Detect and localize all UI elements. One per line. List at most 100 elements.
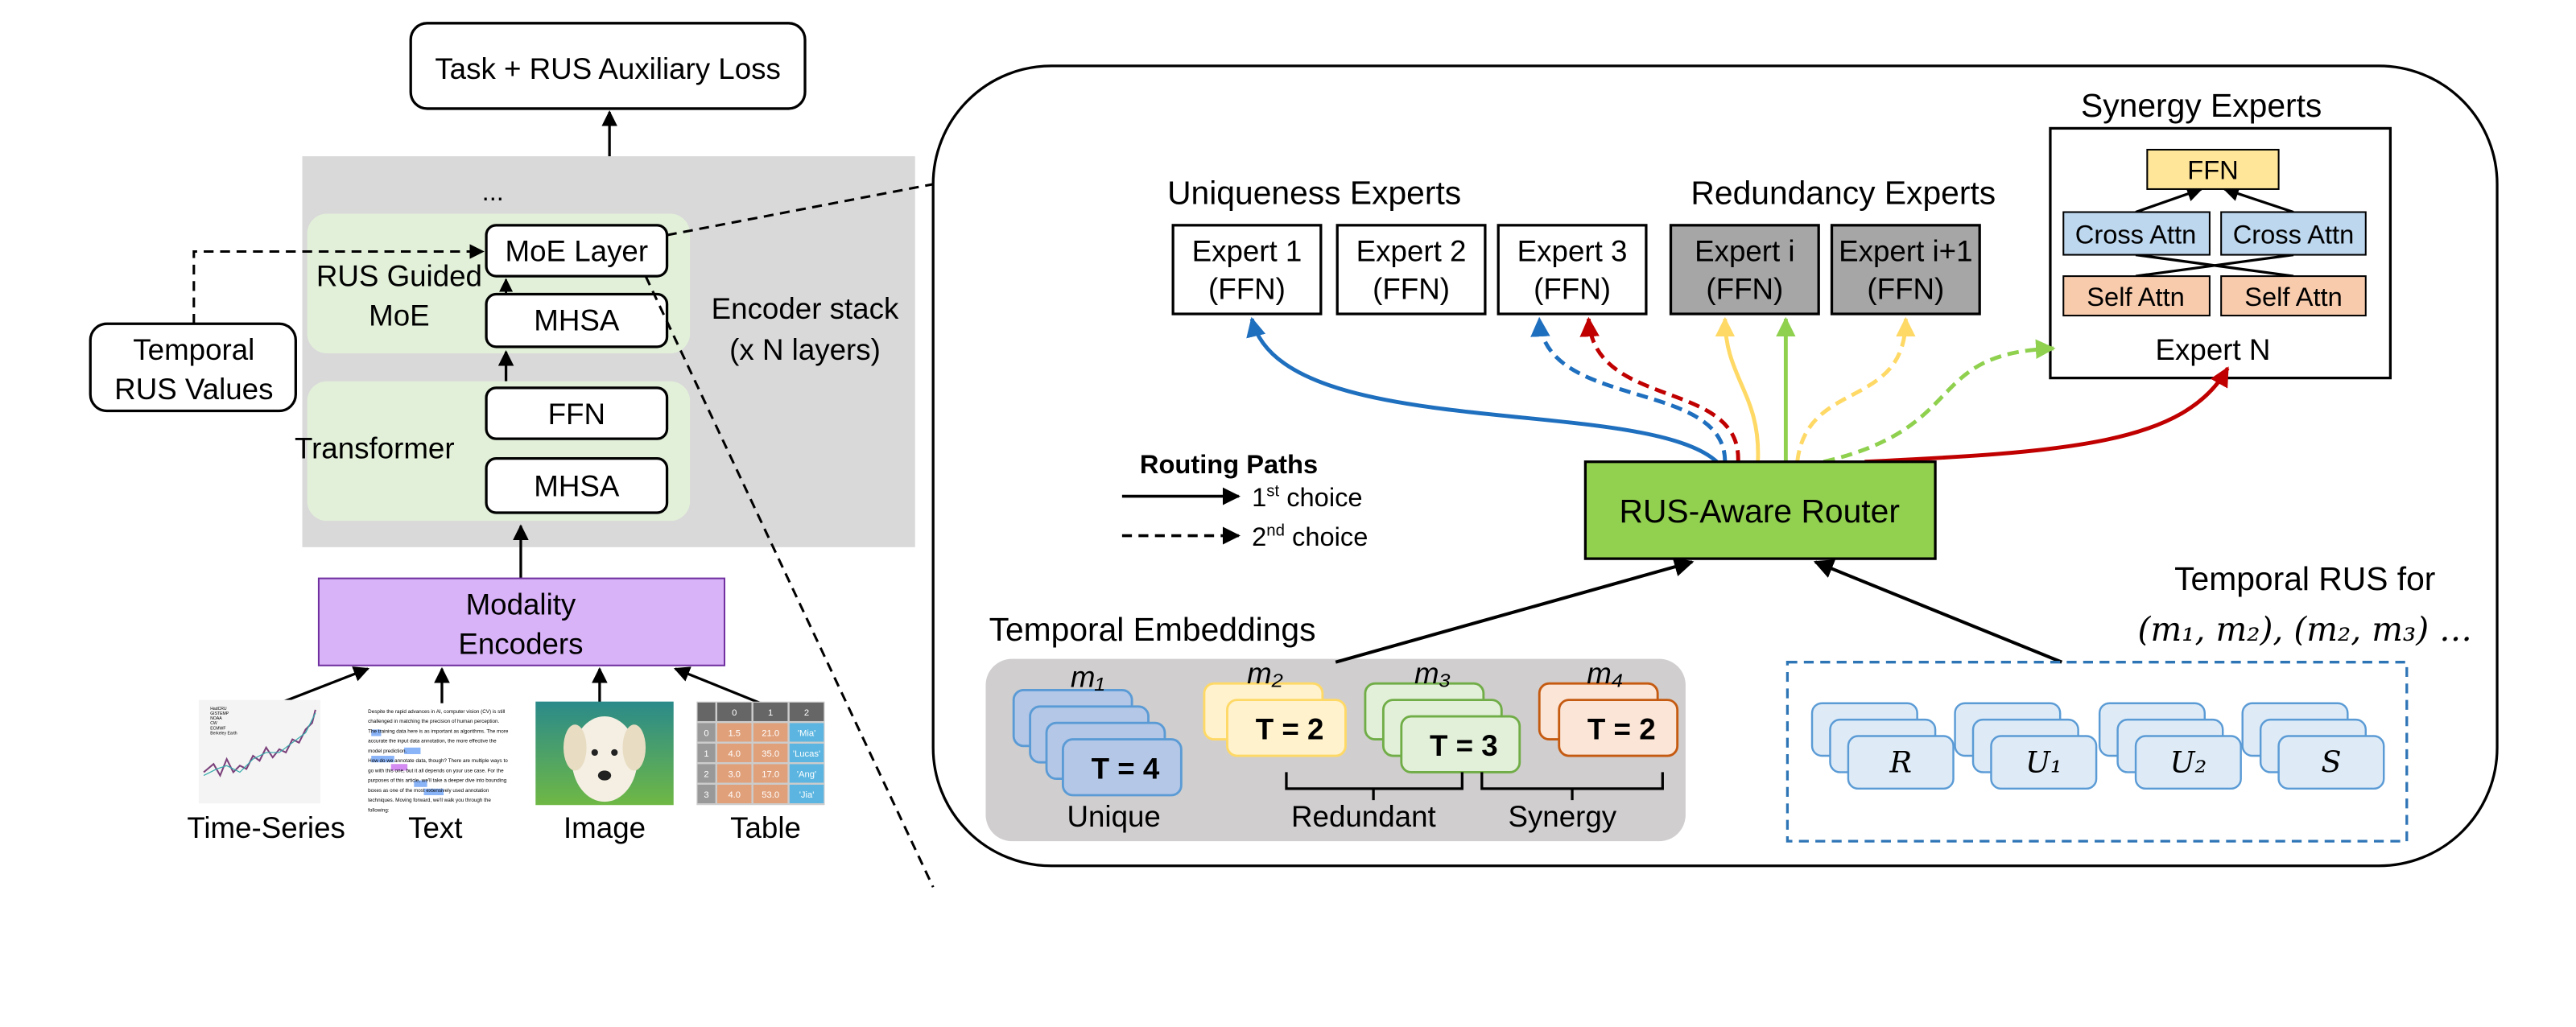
svg-text:3.0: 3.0 [728, 770, 741, 780]
zoom-line-bottom [644, 275, 935, 888]
table-cell [789, 784, 824, 803]
input-label: Table [730, 811, 801, 844]
text-document-icon: Despite the rapid advances in AI, comput… [368, 709, 509, 813]
input-arrows [279, 666, 762, 705]
svg-text:HadCRU: HadCRU [210, 707, 227, 711]
temporal-rus-title: Temporal RUS for [2174, 560, 2435, 597]
table-cell [697, 784, 716, 803]
svg-text:GISTEMP: GISTEMP [210, 711, 229, 716]
redundancy-expert-box: Expert i+1 (FFN) [1830, 224, 1981, 316]
svg-text:'Lucas': 'Lucas' [793, 749, 820, 759]
svg-text:1.5: 1.5 [728, 729, 741, 739]
table-cell [753, 764, 788, 783]
table-cell [789, 723, 824, 742]
embedding-card [1558, 699, 1679, 757]
table-cell [753, 743, 788, 762]
svg-text:Expert 1: Expert 1 [1192, 235, 1302, 268]
temporal-embeddings-title: Temporal Embeddings [989, 611, 1316, 648]
svg-text:RUS Guided: RUS Guided [316, 259, 482, 292]
svg-text:3: 3 [704, 790, 708, 800]
expert-box: Expert 3 (FFN) [1496, 224, 1648, 316]
table-cell [697, 723, 716, 742]
table-cell [753, 723, 788, 742]
svg-text:35.0: 35.0 [762, 749, 779, 759]
svg-text:MHSA: MHSA [534, 303, 620, 336]
svg-text:1: 1 [768, 708, 773, 718]
rus-card-label: U₁ [2025, 744, 2062, 779]
temporal-rus-values-box: Temporal RUS Values [89, 322, 297, 413]
input-label: Image [564, 811, 646, 844]
svg-text:CW: CW [210, 721, 217, 726]
svg-text:(FFN): (FFN) [1208, 273, 1286, 306]
modality-label: m₂ [1247, 657, 1283, 690]
svg-text:(FFN): (FFN) [1867, 273, 1944, 306]
svg-text:Transformer: Transformer [295, 432, 455, 465]
svg-text:Modality: Modality [466, 588, 576, 621]
svg-text:2: 2 [804, 708, 809, 718]
svg-text:NOAA: NOAA [210, 716, 222, 721]
svg-text:Temporal: Temporal [133, 333, 254, 366]
svg-text:1st choice: 1st choice [1252, 482, 1362, 512]
timestep-label: T = 3 [1430, 729, 1498, 762]
svg-text:(FFN): (FFN) [1373, 273, 1450, 306]
group-labels: Unique Redundant Synergy [1067, 800, 1616, 833]
rus-card-stacks: R U₁ U₂ S [1810, 702, 2385, 790]
svg-text:0: 0 [732, 708, 737, 718]
svg-text:techniques. Moving forward, we: techniques. Moving forward, we'll walk y… [368, 798, 491, 803]
embedding-card [1226, 699, 1347, 757]
svg-text:4.0: 4.0 [728, 749, 741, 759]
svg-text:Berkeley Earth: Berkeley Earth [210, 731, 237, 736]
svg-text:The training data here is as i: The training data here is as important a… [368, 728, 509, 734]
redundancy-experts-title: Redundancy Experts [1690, 174, 1996, 211]
route-1st-expert-i [1715, 316, 1761, 462]
ts-legend: HadCRU GISTEMP NOAA CW ECMWF Berkeley Ea… [210, 707, 237, 736]
svg-text:4.0: 4.0 [728, 790, 741, 800]
embedding-card [1061, 738, 1183, 797]
svg-text:purposes of this article, we'l: purposes of this article, we'll take a d… [368, 778, 507, 784]
rus-guided-moe-block: RUS Guided MoE MoE Layer MHSA [307, 213, 691, 354]
svg-text:MoE: MoE [369, 299, 430, 332]
route-1st-expert-n [1864, 366, 2230, 464]
svg-text:'Mia': 'Mia' [798, 729, 815, 739]
route-2nd-expert-n [1823, 339, 2056, 464]
rus-card [1990, 735, 2098, 790]
input-label: Text [408, 811, 462, 844]
rus-card [2134, 735, 2242, 790]
temporal-rus-pairs: (m₁, m₂), (m₂, m₃) … [2138, 610, 2472, 649]
input-label: Time-Series [187, 811, 345, 844]
modality-label: m₄ [1587, 657, 1623, 690]
timestep-label: T = 4 [1092, 753, 1160, 786]
rus-card-label: S [2321, 744, 2341, 779]
svg-text:Expert i+1: Expert i+1 [1839, 235, 1972, 268]
group-brackets [1285, 772, 1664, 801]
svg-text:accurate the input data annota: accurate the input data annotation, the … [368, 739, 497, 744]
table-cell [717, 784, 752, 803]
embedding-stacks: T = 4 T = 2 T = 3 T = 2 [1012, 682, 1679, 797]
uniqueness-experts-title: Uniqueness Experts [1167, 174, 1461, 211]
synergy-expert-box: FFN Cross Attn Cross Attn Self Attn Self… [2049, 126, 2392, 380]
zoom-line-top [667, 183, 934, 237]
input-labels: Time-Series Text Image Table [187, 811, 801, 844]
svg-text:Self Attn: Self Attn [2087, 282, 2185, 311]
timestep-label: T = 2 [1256, 713, 1324, 746]
svg-text:ECMWF: ECMWF [210, 726, 225, 731]
svg-text:Encoders: Encoders [458, 627, 583, 660]
svg-text:1: 1 [704, 749, 708, 759]
table-cell [753, 702, 788, 721]
loss-box: Task + RUS Auxiliary Loss [409, 22, 807, 110]
encoder-stack-layers: (x N layers) [729, 333, 881, 366]
rus-card-label: R [1889, 744, 1912, 779]
svg-text:Cross Attn: Cross Attn [2075, 219, 2197, 249]
svg-text:Routing Paths: Routing Paths [1140, 449, 1318, 479]
modality-label: m₃ [1414, 657, 1451, 690]
route-2nd-expert3 [1579, 316, 1740, 462]
svg-text:Self Attn: Self Attn [2244, 282, 2343, 311]
svg-text:RUS-Aware Router: RUS-Aware Router [1620, 493, 1900, 530]
svg-text:Synergy: Synergy [1508, 800, 1616, 833]
expert-box: Expert 2 (FFN) [1335, 224, 1487, 316]
svg-text:17.0: 17.0 [762, 770, 779, 780]
timestep-label: T = 2 [1587, 713, 1656, 746]
table-cell [697, 764, 716, 783]
rus-card [2277, 735, 2385, 790]
